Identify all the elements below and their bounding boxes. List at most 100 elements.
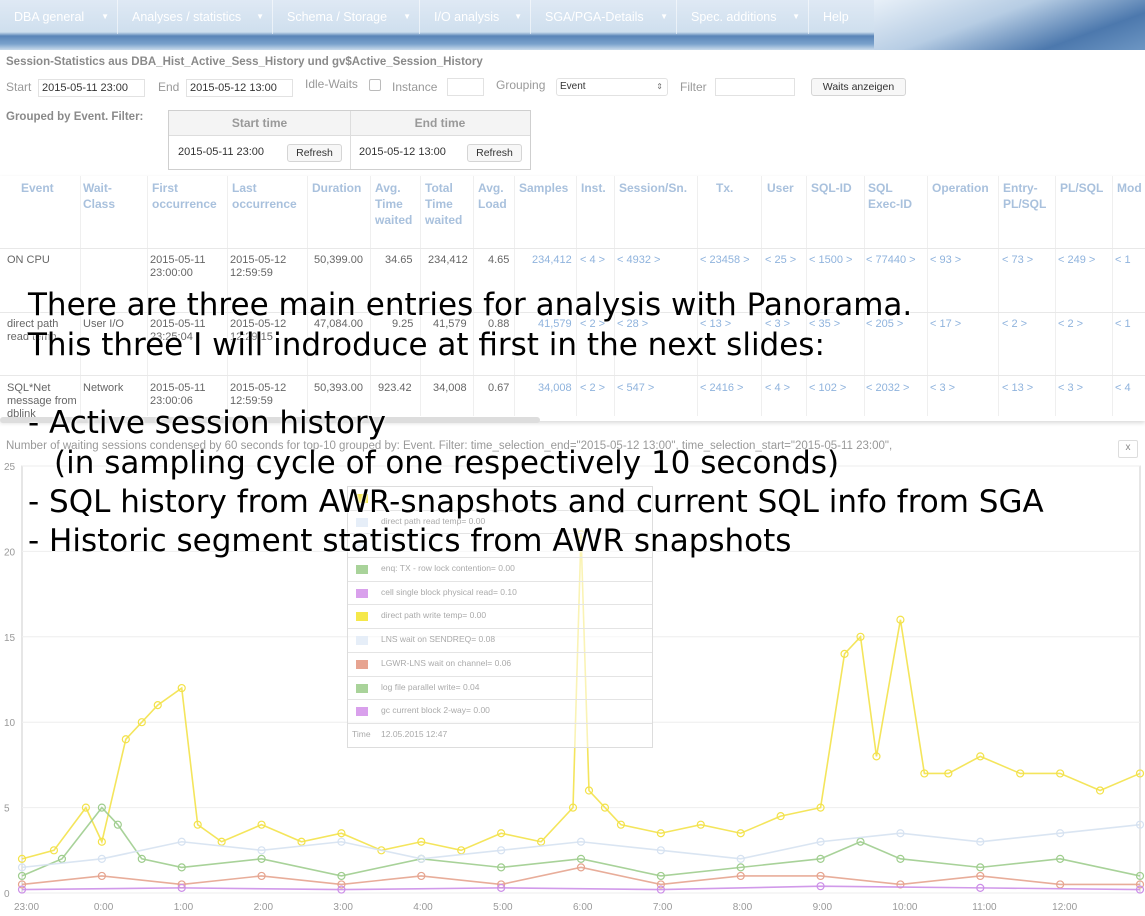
header-background-image	[874, 0, 1145, 50]
legend-swatch	[356, 588, 368, 598]
table-cell-last: 2015-05-12 12:59:59	[230, 254, 287, 279]
menu-io-analysis[interactable]: I/O analysis ▼	[420, 0, 531, 34]
table-cell-samples-link[interactable]: 41,579	[538, 318, 572, 330]
start-date-input[interactable]: 2015-05-11 23:00	[38, 79, 145, 97]
time-range-box: Start time End time 2015-05-11 23:00 Ref…	[168, 110, 531, 170]
table-cell-tx-link[interactable]: < 13 >	[700, 318, 732, 330]
column-header-module[interactable]: Mod	[1117, 181, 1142, 195]
table-cell-plsql-link[interactable]: < 249 >	[1058, 254, 1096, 266]
series-point	[497, 883, 506, 892]
refresh-end-input[interactable]: 2015-05-12 13:00	[356, 144, 460, 162]
column-header-samples[interactable]: Samples	[519, 181, 569, 195]
series-point	[1135, 885, 1145, 894]
column-divider	[998, 176, 999, 416]
legend-time-label: Time	[352, 728, 371, 739]
series-point	[616, 820, 626, 829]
column-divider	[697, 176, 698, 416]
table-cell-samples-link[interactable]: 34,008	[538, 382, 572, 394]
column-header-sql-id[interactable]: SQL-ID	[811, 181, 852, 195]
column-header-user[interactable]: User	[767, 181, 794, 195]
table-cell-operation-link[interactable]: < 17 >	[930, 318, 962, 330]
refresh-start-input[interactable]: 2015-05-11 23:00	[175, 144, 279, 162]
table-cell-module-link[interactable]: < 1	[1115, 318, 1131, 330]
chevron-down-icon: ▼	[403, 12, 411, 21]
legend-text: direct path write temp= 0.00	[381, 610, 487, 621]
table-cell-event: direct path read temp	[7, 318, 59, 343]
refresh-start-button[interactable]: Refresh	[287, 144, 342, 162]
table-cell-tx-link[interactable]: < 23458 >	[700, 254, 750, 266]
refresh-end-button[interactable]: Refresh	[467, 144, 522, 162]
column-header-wait-class[interactable]: Wait-Class	[83, 181, 116, 211]
table-cell-plsql-link[interactable]: < 2 >	[1058, 318, 1084, 330]
column-header-total-time-waited[interactable]: Total Time waited	[425, 181, 463, 227]
row-divider	[0, 375, 1145, 376]
menu-sga-pga-details[interactable]: SGA/PGA-Details ▼	[531, 0, 677, 34]
waiting-sessions-chart[interactable]: 0 5 10 15 20 25 23:00 0:00 1:00 2:00 3:00 4:00 5:00 6…	[0, 456, 1145, 916]
legend-swatch	[356, 683, 368, 693]
column-header-session[interactable]: Session/Sn.	[619, 181, 688, 195]
table-cell-sql-id-link[interactable]: < 35 >	[809, 318, 841, 330]
table-cell-session-link[interactable]: < 4932 >	[617, 254, 661, 266]
table-cell-entry-plsql-link[interactable]: < 2 >	[1002, 318, 1028, 330]
menu-spec-additions[interactable]: Spec. additions ▼	[677, 0, 809, 34]
table-cell-session-link[interactable]: < 28 >	[617, 318, 649, 330]
column-header-avg-load[interactable]: Avg. Load	[478, 181, 507, 211]
table-cell-sql-id-link[interactable]: < 102 >	[809, 382, 847, 394]
table-cell-sql-exec-link[interactable]: < 77440 >	[866, 254, 916, 266]
column-header-sql-exec-id[interactable]: SQL Exec-ID	[868, 181, 913, 211]
table-cell-tx-link[interactable]: < 2416 >	[700, 382, 744, 394]
column-header-last-occurrence[interactable]: Last occurrence	[232, 181, 297, 211]
legend-row: direct path read temp= 0.00	[348, 511, 652, 535]
table-cell-sql-exec-link[interactable]: < 2032 >	[866, 382, 910, 394]
table-cell-user-link[interactable]: < 25 >	[765, 254, 797, 266]
table-cell-entry-plsql-link[interactable]: < 73 >	[1002, 254, 1034, 266]
menu-analyses-statistics[interactable]: Analyses / statistics ▼	[118, 0, 273, 34]
table-cell-duration: 50,393.00	[314, 382, 363, 394]
row-divider	[0, 248, 1145, 249]
column-header-duration[interactable]: Duration	[312, 181, 362, 195]
menu-help[interactable]: Help	[809, 0, 874, 34]
menu-schema-storage[interactable]: Schema / Storage ▼	[273, 0, 420, 34]
grouping-select[interactable]: Event ⇕	[556, 78, 668, 96]
series-point	[1135, 769, 1145, 778]
table-cell-inst-link[interactable]: < 4 >	[580, 254, 606, 266]
table-cell-module-link[interactable]: < 1	[1115, 254, 1131, 266]
column-header-first-occurrence[interactable]: First occurrence	[152, 181, 217, 211]
column-header-plsql[interactable]: PL/SQL	[1060, 181, 1104, 195]
column-header-operation[interactable]: Operation	[932, 181, 989, 195]
legend-swatch	[356, 565, 368, 575]
table-cell-operation-link[interactable]: < 93 >	[930, 254, 962, 266]
table-cell-samples-link[interactable]: 234,412	[532, 254, 572, 266]
x-tick-label: 11:00	[972, 902, 997, 913]
table-cell-sql-id-link[interactable]: < 1500 >	[809, 254, 853, 266]
close-chart-button[interactable]: x	[1118, 440, 1138, 458]
series-point	[816, 871, 825, 881]
menu-dba-general[interactable]: DBA general ▼	[0, 0, 118, 34]
column-header-tx[interactable]: Tx.	[716, 181, 734, 195]
series-point	[840, 649, 849, 658]
table-cell-inst-link[interactable]: < 2 >	[580, 382, 606, 394]
table-cell-module-link[interactable]: < 4	[1115, 382, 1131, 394]
table-cell-user-link[interactable]: < 4 >	[765, 382, 791, 394]
table-cell-entry-plsql-link[interactable]: < 13 >	[1002, 382, 1034, 394]
table-cell-user-link[interactable]: < 3 >	[765, 318, 791, 330]
column-header-avg-time-waited[interactable]: Avg. Time waited	[375, 181, 413, 227]
column-header-inst[interactable]: Inst.	[581, 181, 606, 195]
table-cell-event: ON CPU	[7, 254, 50, 266]
end-date-input[interactable]: 2015-05-12 13:00	[186, 79, 293, 97]
series-point	[584, 786, 594, 795]
table-cell-inst-link[interactable]: < 2 >	[580, 318, 606, 330]
table-cell-session-link[interactable]: < 547 >	[617, 382, 655, 394]
column-header-entry-plsql[interactable]: Entry-PL/SQL	[1003, 181, 1047, 211]
table-cell-operation-link[interactable]: < 3 >	[930, 382, 956, 394]
column-header-event[interactable]: Event	[21, 181, 54, 195]
idle-waits-checkbox[interactable]	[369, 79, 381, 91]
instance-input[interactable]	[447, 78, 484, 96]
table-cell-sql-exec-link[interactable]: < 205 >	[866, 318, 904, 330]
show-waits-button[interactable]: Waits anzeigen	[811, 78, 906, 96]
table-horizontal-scrollbar[interactable]	[0, 417, 540, 423]
series-point	[576, 854, 586, 863]
table-cell-plsql-link[interactable]: < 3 >	[1058, 382, 1084, 394]
series-point	[656, 846, 665, 855]
filter-input[interactable]	[715, 78, 795, 96]
